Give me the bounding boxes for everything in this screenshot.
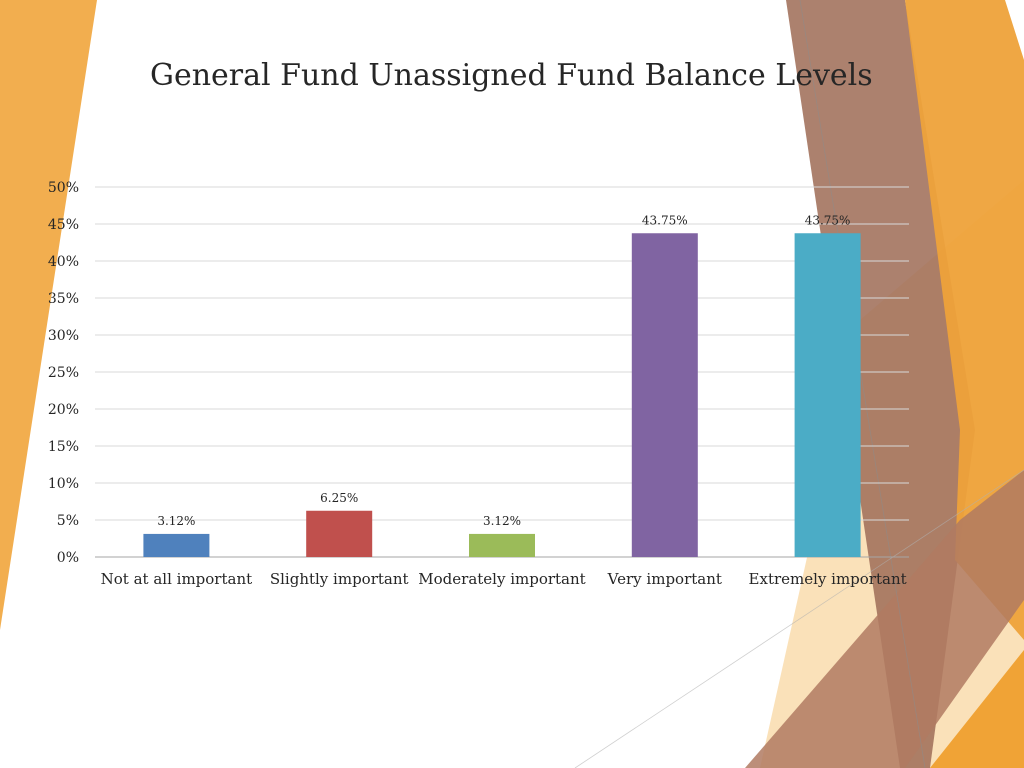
bottom-right-orange-wedge	[930, 650, 1024, 768]
x-category-label: Slightly important	[270, 570, 409, 588]
chart-title: General Fund Unassigned Fund Balance Lev…	[150, 58, 873, 93]
bar	[631, 233, 698, 557]
bar	[306, 510, 373, 557]
bar	[143, 533, 210, 557]
y-tick-label: 0%	[57, 550, 79, 566]
data-label: 3.12%	[483, 514, 521, 528]
decor-thin-line-1	[799, 0, 926, 768]
left-orange-stripe	[0, 0, 97, 630]
y-tick-label: 35%	[48, 291, 79, 307]
data-label: 43.75%	[805, 213, 851, 227]
data-label: 43.75%	[642, 213, 688, 227]
bottom-brown-stripe	[745, 470, 1024, 768]
data-label: 3.12%	[157, 514, 195, 528]
y-tick-label: 15%	[48, 439, 79, 455]
y-tick-label: 45%	[48, 217, 79, 233]
decor-thin-line-2	[574, 469, 1024, 768]
right-orange-stripe	[905, 0, 1024, 640]
data-label: 6.25%	[320, 491, 358, 505]
x-category-label: Very important	[607, 570, 722, 588]
x-category-label: Not at all important	[101, 570, 252, 588]
y-tick-label: 30%	[48, 328, 79, 344]
y-tick-label: 25%	[48, 365, 79, 381]
bar	[794, 233, 861, 557]
y-tick-label: 50%	[48, 180, 79, 196]
bar	[469, 533, 535, 557]
y-tick-label: 5%	[57, 513, 79, 529]
y-tick-label: 40%	[48, 254, 79, 270]
x-category-label: Moderately important	[418, 570, 585, 588]
x-category-label: Extremely important	[749, 570, 907, 588]
y-tick-label: 20%	[48, 402, 79, 418]
y-tick-label: 10%	[48, 476, 79, 492]
